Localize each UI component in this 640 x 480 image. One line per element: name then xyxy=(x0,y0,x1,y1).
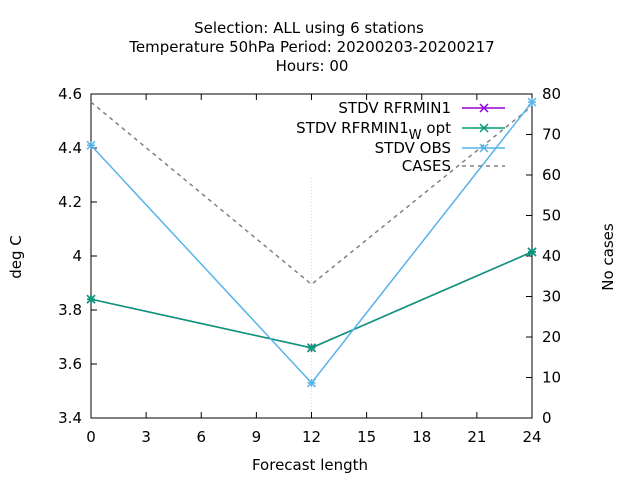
x-tick-label: 18 xyxy=(412,428,431,446)
series-line xyxy=(90,251,533,349)
x-tick-label: 15 xyxy=(357,428,376,446)
series-0 xyxy=(86,247,537,353)
legend-item: CASES xyxy=(402,157,505,175)
y-axis-label: deg C xyxy=(7,235,25,279)
chart-title-line-2: Temperature 50hPa Period: 20200203-20200… xyxy=(128,38,494,56)
chart-title-line-1: Selection: ALL using 6 stations xyxy=(194,19,424,37)
y-tick-label: 4 xyxy=(72,247,82,265)
data-point-marker xyxy=(527,247,537,257)
y-tick-label: 3.6 xyxy=(58,355,82,373)
legend-label: CASES xyxy=(402,157,451,175)
chart-title: Selection: ALL using 6 stations Temperat… xyxy=(128,19,494,75)
y2-tick-label: 0 xyxy=(542,409,552,427)
data-point-marker xyxy=(306,378,317,388)
x-tick-label: 12 xyxy=(302,428,321,446)
y-tick-label: 4.2 xyxy=(58,193,82,211)
x-tick-label: 21 xyxy=(467,428,486,446)
y2-tick-label: 50 xyxy=(542,207,561,225)
y-tick-label: 4.4 xyxy=(58,139,82,157)
legend-label: STDV RFRMIN1 xyxy=(338,99,451,117)
y-tick-label: 4.6 xyxy=(58,85,82,103)
y-tick-label: 3.8 xyxy=(58,301,82,319)
tick-labels: 0 3 6 9 12 15 18 21 24 3.4 3.6 3.8 4 4.2 4.4 4.6 0 10 20 30… xyxy=(58,85,561,446)
y2-tick-label: 80 xyxy=(542,85,561,103)
x-tick-label: 0 xyxy=(86,428,96,446)
x-tick-label: 9 xyxy=(252,428,262,446)
y2-tick-label: 20 xyxy=(542,328,561,346)
y2-tick-label: 70 xyxy=(542,126,561,144)
y2-tick-label: 10 xyxy=(542,369,561,387)
data-point-marker xyxy=(306,343,317,353)
data-point-marker xyxy=(527,97,537,107)
y2-tick-label: 40 xyxy=(542,247,561,265)
series-3 xyxy=(90,101,533,286)
data-point-marker xyxy=(86,140,96,150)
x-tick-label: 6 xyxy=(196,428,206,446)
series-lines xyxy=(86,97,537,388)
series-line xyxy=(90,251,533,349)
legend-marker xyxy=(479,123,489,133)
y2-tick-label: 30 xyxy=(542,288,561,306)
legend-label: STDV OBS xyxy=(375,139,451,157)
legend-marker xyxy=(479,143,489,153)
y2-axis-label: No cases xyxy=(599,223,617,291)
series-1 xyxy=(86,247,537,353)
legend-item: STDV RFRMIN1 xyxy=(338,99,505,117)
series-2 xyxy=(86,97,537,388)
series-line xyxy=(90,101,533,286)
axes xyxy=(90,93,533,419)
x-axis-label: Forecast length xyxy=(252,456,368,474)
legend-item: STDV OBS xyxy=(375,139,505,157)
chart-title-line-3: Hours: 00 xyxy=(276,57,349,75)
y2-tick-label: 60 xyxy=(542,166,561,184)
x-tick-label: 3 xyxy=(141,428,151,446)
y-tick-label: 3.4 xyxy=(58,409,82,427)
x-tick-label: 24 xyxy=(522,428,541,446)
data-point-marker xyxy=(86,294,96,304)
legend-marker xyxy=(479,103,489,113)
